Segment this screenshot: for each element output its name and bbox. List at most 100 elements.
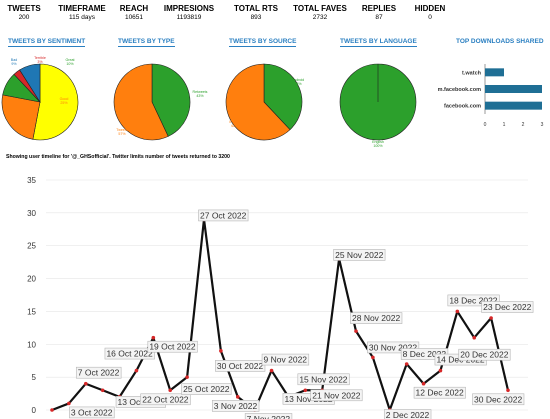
pie-label-value: 57%	[118, 132, 126, 136]
pie-label-value: 3%	[37, 60, 43, 64]
stat-hidden: HIDDEN 0	[408, 4, 452, 21]
y-tick-0: 0	[32, 406, 37, 415]
pie-label-name: English	[372, 140, 384, 144]
pie-label-name: Good	[60, 97, 69, 101]
pie-label-android: Android 38%	[292, 78, 304, 86]
y-tick-20: 20	[27, 275, 36, 284]
data-label-box	[458, 348, 511, 361]
data-point	[168, 388, 173, 393]
pie-label-name: Bad	[11, 58, 17, 62]
data-label-box	[140, 393, 191, 406]
data-point	[269, 368, 274, 373]
bar-facebook-com	[485, 101, 542, 110]
pie-label-iphone: iPhone 62%	[229, 120, 240, 128]
y-tick-25: 25	[27, 242, 36, 251]
pie-slice-bad	[19, 63, 41, 104]
stat-value: 2732	[312, 14, 328, 21]
data-point	[100, 388, 105, 393]
data-point	[219, 349, 223, 353]
bar-label-m-facebook-com: m.facebook.com	[438, 87, 482, 93]
pie-label-name: Terrible	[34, 56, 46, 60]
data-label: 30 Nov 2022	[369, 342, 417, 352]
stat-label: TOTAL RTS	[234, 4, 278, 13]
y-tick-5: 5	[32, 373, 37, 382]
data-point	[67, 401, 71, 406]
data-label-box	[297, 373, 350, 386]
data-label-box	[104, 347, 155, 360]
data-label: 7 Oct 2022	[78, 368, 120, 378]
data-label: 7 Nov 2022	[247, 414, 291, 419]
pie-slice-tweets	[113, 63, 169, 141]
y-tick-10: 10	[27, 340, 36, 349]
data-label: 16 Oct 2022	[106, 349, 153, 359]
pie-label-tweets: Tweets 57%	[116, 128, 128, 136]
data-label: 12 Dec 2022	[416, 388, 464, 398]
data-point	[185, 375, 189, 379]
panel-title-language: TWEETS BY LANGUAGE	[340, 38, 417, 47]
panel-title-sentiment: TWEETS BY SENTIMENT	[8, 38, 86, 47]
pie-label-name: Retweets	[193, 90, 208, 94]
stat-impresions: IMPRESIONS 1193819	[158, 4, 220, 21]
stat-label: TIMEFRAME	[58, 4, 106, 13]
stat-total-faves: TOTAL FAVES 2732	[290, 4, 350, 21]
data-label-box	[413, 386, 466, 399]
pie-label-bad: Bad 9%	[11, 58, 18, 66]
pie-slice-good	[1, 94, 41, 140]
pie-label-retweets: Retweets 43%	[193, 90, 208, 98]
stat-total-rts: TOTAL RTS 893	[232, 4, 280, 21]
data-label-box	[215, 360, 266, 372]
data-label: 28 Nov 2022	[352, 313, 400, 323]
data-point	[371, 355, 375, 360]
y-tick-30: 30	[27, 209, 36, 218]
data-label: 19 Oct 2022	[149, 342, 196, 352]
data-label-box	[211, 400, 260, 412]
data-label: 8 Dec 2022	[403, 349, 447, 359]
data-point	[421, 381, 426, 386]
data-label-box	[310, 389, 363, 402]
pie-label-value: 10%	[66, 62, 74, 66]
stat-value: 1193819	[176, 14, 202, 21]
data-label: 3 Nov 2022	[214, 401, 258, 411]
data-point	[438, 368, 443, 373]
pie-label-name: Great	[66, 58, 75, 62]
timeline-caption: Showing user timeline for '@_GHSofficial…	[6, 154, 230, 160]
stat-label: TOTAL FAVES	[293, 4, 347, 13]
data-point	[506, 388, 510, 393]
pie-slice-retweets	[151, 63, 191, 137]
data-label: 2 Dec 2022	[386, 410, 430, 419]
stat-value: 200	[18, 14, 30, 21]
data-point	[50, 408, 54, 412]
pie-label-english: English 100%	[372, 140, 384, 148]
data-point	[489, 316, 493, 320]
bar-label-t-watch: t.watch	[462, 70, 482, 76]
bar-tick-0: 0	[484, 122, 487, 128]
pie-slice-iphone	[225, 63, 291, 141]
data-label-box	[147, 340, 198, 353]
data-label-box	[447, 294, 500, 307]
mini-charts: Natural53%Good25%Great10%Terrible3%Bad9%…	[1, 56, 544, 148]
data-label: 3 Oct 2022	[71, 407, 113, 417]
pie-slice-natural	[32, 63, 79, 141]
data-label-box	[198, 209, 249, 222]
stat-label: HIDDEN	[414, 4, 446, 13]
bar-t-watch	[485, 68, 504, 77]
data-point	[404, 362, 409, 366]
pie-label-good: Good 25%	[60, 97, 69, 105]
data-label: 23 Dec 2022	[483, 302, 531, 312]
data-label-box	[481, 301, 534, 313]
stat-label: REPLIES	[361, 4, 397, 13]
pie-label-great: Great 10%	[66, 58, 75, 66]
bar-label-facebook-com: facebook.com	[444, 104, 481, 110]
data-label: 15 Nov 2022	[299, 374, 347, 384]
stat-tweets: TWEETS 200	[2, 4, 46, 21]
bar-m-facebook-com	[485, 85, 542, 93]
pie-label-value: 100%	[373, 144, 383, 148]
data-label-box	[261, 353, 310, 366]
stat-value: 10651	[124, 14, 144, 21]
stats-bar: TWEETS 200 TIMEFRAME 115 days REACH 1065…	[0, 4, 550, 26]
data-label: 9 Nov 2022	[264, 355, 308, 365]
data-label-box	[383, 409, 432, 419]
data-label: 25 Oct 2022	[183, 384, 230, 394]
bar-tick-3: 3	[541, 122, 544, 128]
